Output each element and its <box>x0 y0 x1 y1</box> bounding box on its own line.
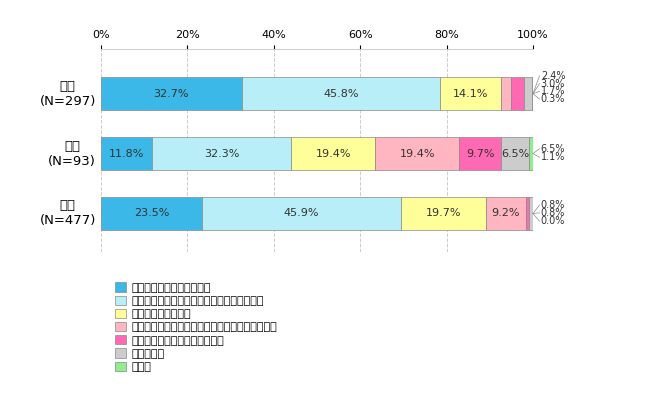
Text: 19.7%: 19.7% <box>426 208 461 219</box>
Bar <box>525 77 532 110</box>
Text: 6.5%: 6.5% <box>501 149 529 159</box>
Text: 0.0%: 0.0% <box>541 216 565 226</box>
Bar <box>501 137 529 170</box>
Bar <box>242 77 440 110</box>
Text: 19.4%: 19.4% <box>315 149 351 159</box>
Text: 0.3%: 0.3% <box>541 94 565 104</box>
Text: 0.8%: 0.8% <box>541 208 565 218</box>
Bar <box>526 197 529 230</box>
Bar <box>101 197 202 230</box>
Bar <box>486 197 526 230</box>
Bar <box>459 137 501 170</box>
Text: 14.1%: 14.1% <box>453 89 488 99</box>
Text: 45.8%: 45.8% <box>323 89 359 99</box>
Text: 2.4%: 2.4% <box>541 71 566 81</box>
Text: 6.5%: 6.5% <box>541 144 566 154</box>
Bar <box>532 77 533 110</box>
Text: 23.5%: 23.5% <box>134 208 169 219</box>
Text: 9.2%: 9.2% <box>491 208 520 219</box>
Text: 45.9%: 45.9% <box>284 208 319 219</box>
Bar <box>512 77 525 110</box>
Bar <box>151 137 291 170</box>
Bar <box>440 77 501 110</box>
Text: 1.7%: 1.7% <box>541 86 566 96</box>
Text: 32.7%: 32.7% <box>153 89 189 99</box>
Text: 0.8%: 0.8% <box>541 200 565 210</box>
Legend: 重要な役割を果たすと思う, どちらかといえば重要な役割を果たすと思う, どちらともいえない, どちらかといえば重要な役割は果たせないと思う, 重要な役割は果たせ: 重要な役割を果たすと思う, どちらかといえば重要な役割を果たすと思う, どちらと… <box>115 282 278 372</box>
Text: 32.3%: 32.3% <box>204 149 239 159</box>
Bar <box>202 197 401 230</box>
Text: 3.0%: 3.0% <box>541 79 565 89</box>
Text: 19.4%: 19.4% <box>399 149 435 159</box>
Bar <box>401 197 486 230</box>
Bar <box>529 197 532 230</box>
Bar <box>101 137 151 170</box>
Bar <box>291 137 375 170</box>
Text: 11.8%: 11.8% <box>109 149 144 159</box>
Bar <box>375 137 459 170</box>
Bar <box>501 77 512 110</box>
Bar <box>529 137 534 170</box>
Text: 9.7%: 9.7% <box>466 149 494 159</box>
Bar <box>101 77 242 110</box>
Text: 1.1%: 1.1% <box>541 152 565 162</box>
